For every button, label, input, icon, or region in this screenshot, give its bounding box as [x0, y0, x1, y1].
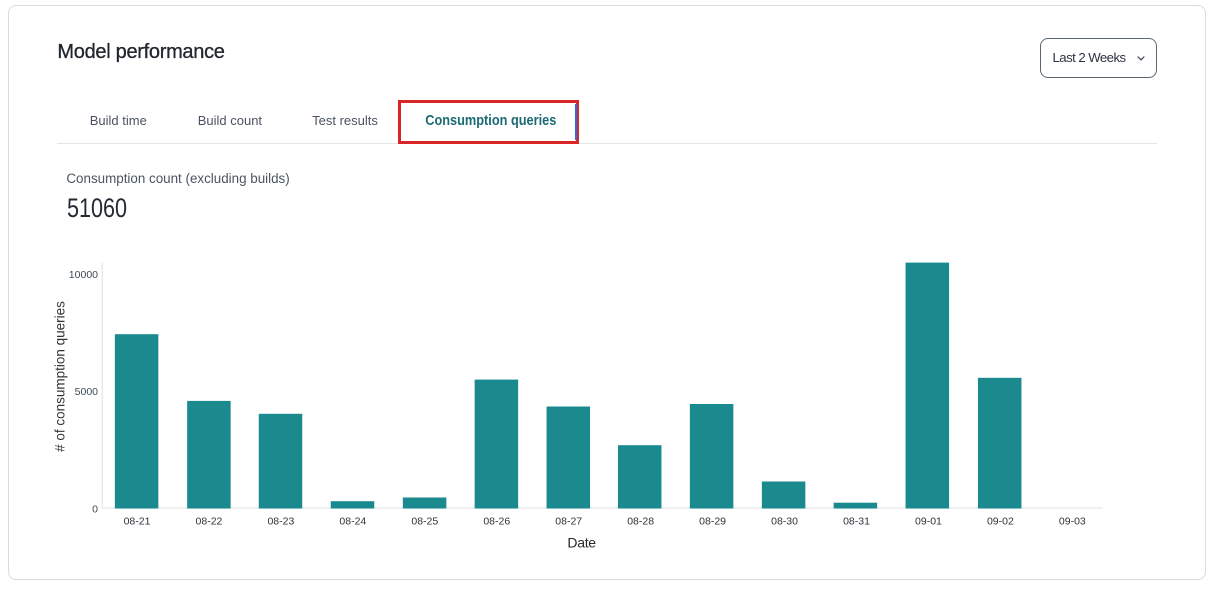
svg-text:5000: 5000	[75, 386, 99, 398]
svg-text:08-23: 08-23	[267, 515, 294, 527]
svg-text:08-26: 08-26	[483, 515, 510, 527]
svg-text:08-22: 08-22	[196, 515, 223, 527]
svg-text:08-25: 08-25	[411, 515, 438, 527]
svg-text:Date: Date	[567, 535, 596, 551]
svg-text:08-31: 08-31	[843, 515, 870, 527]
svg-text:09-02: 09-02	[987, 515, 1014, 527]
svg-text:08-29: 08-29	[699, 515, 726, 527]
svg-text:09-03: 09-03	[1059, 515, 1086, 527]
svg-text:08-27: 08-27	[555, 515, 582, 527]
svg-text:08-28: 08-28	[627, 515, 654, 527]
svg-text:08-30: 08-30	[771, 515, 798, 527]
svg-text:08-21: 08-21	[124, 515, 151, 527]
svg-text:09-01: 09-01	[915, 515, 942, 527]
svg-text:08-24: 08-24	[339, 515, 366, 527]
svg-text:10000: 10000	[69, 269, 98, 281]
svg-text:0: 0	[92, 504, 98, 516]
svg-text:# of consumption queries: # of consumption queries	[52, 301, 67, 452]
